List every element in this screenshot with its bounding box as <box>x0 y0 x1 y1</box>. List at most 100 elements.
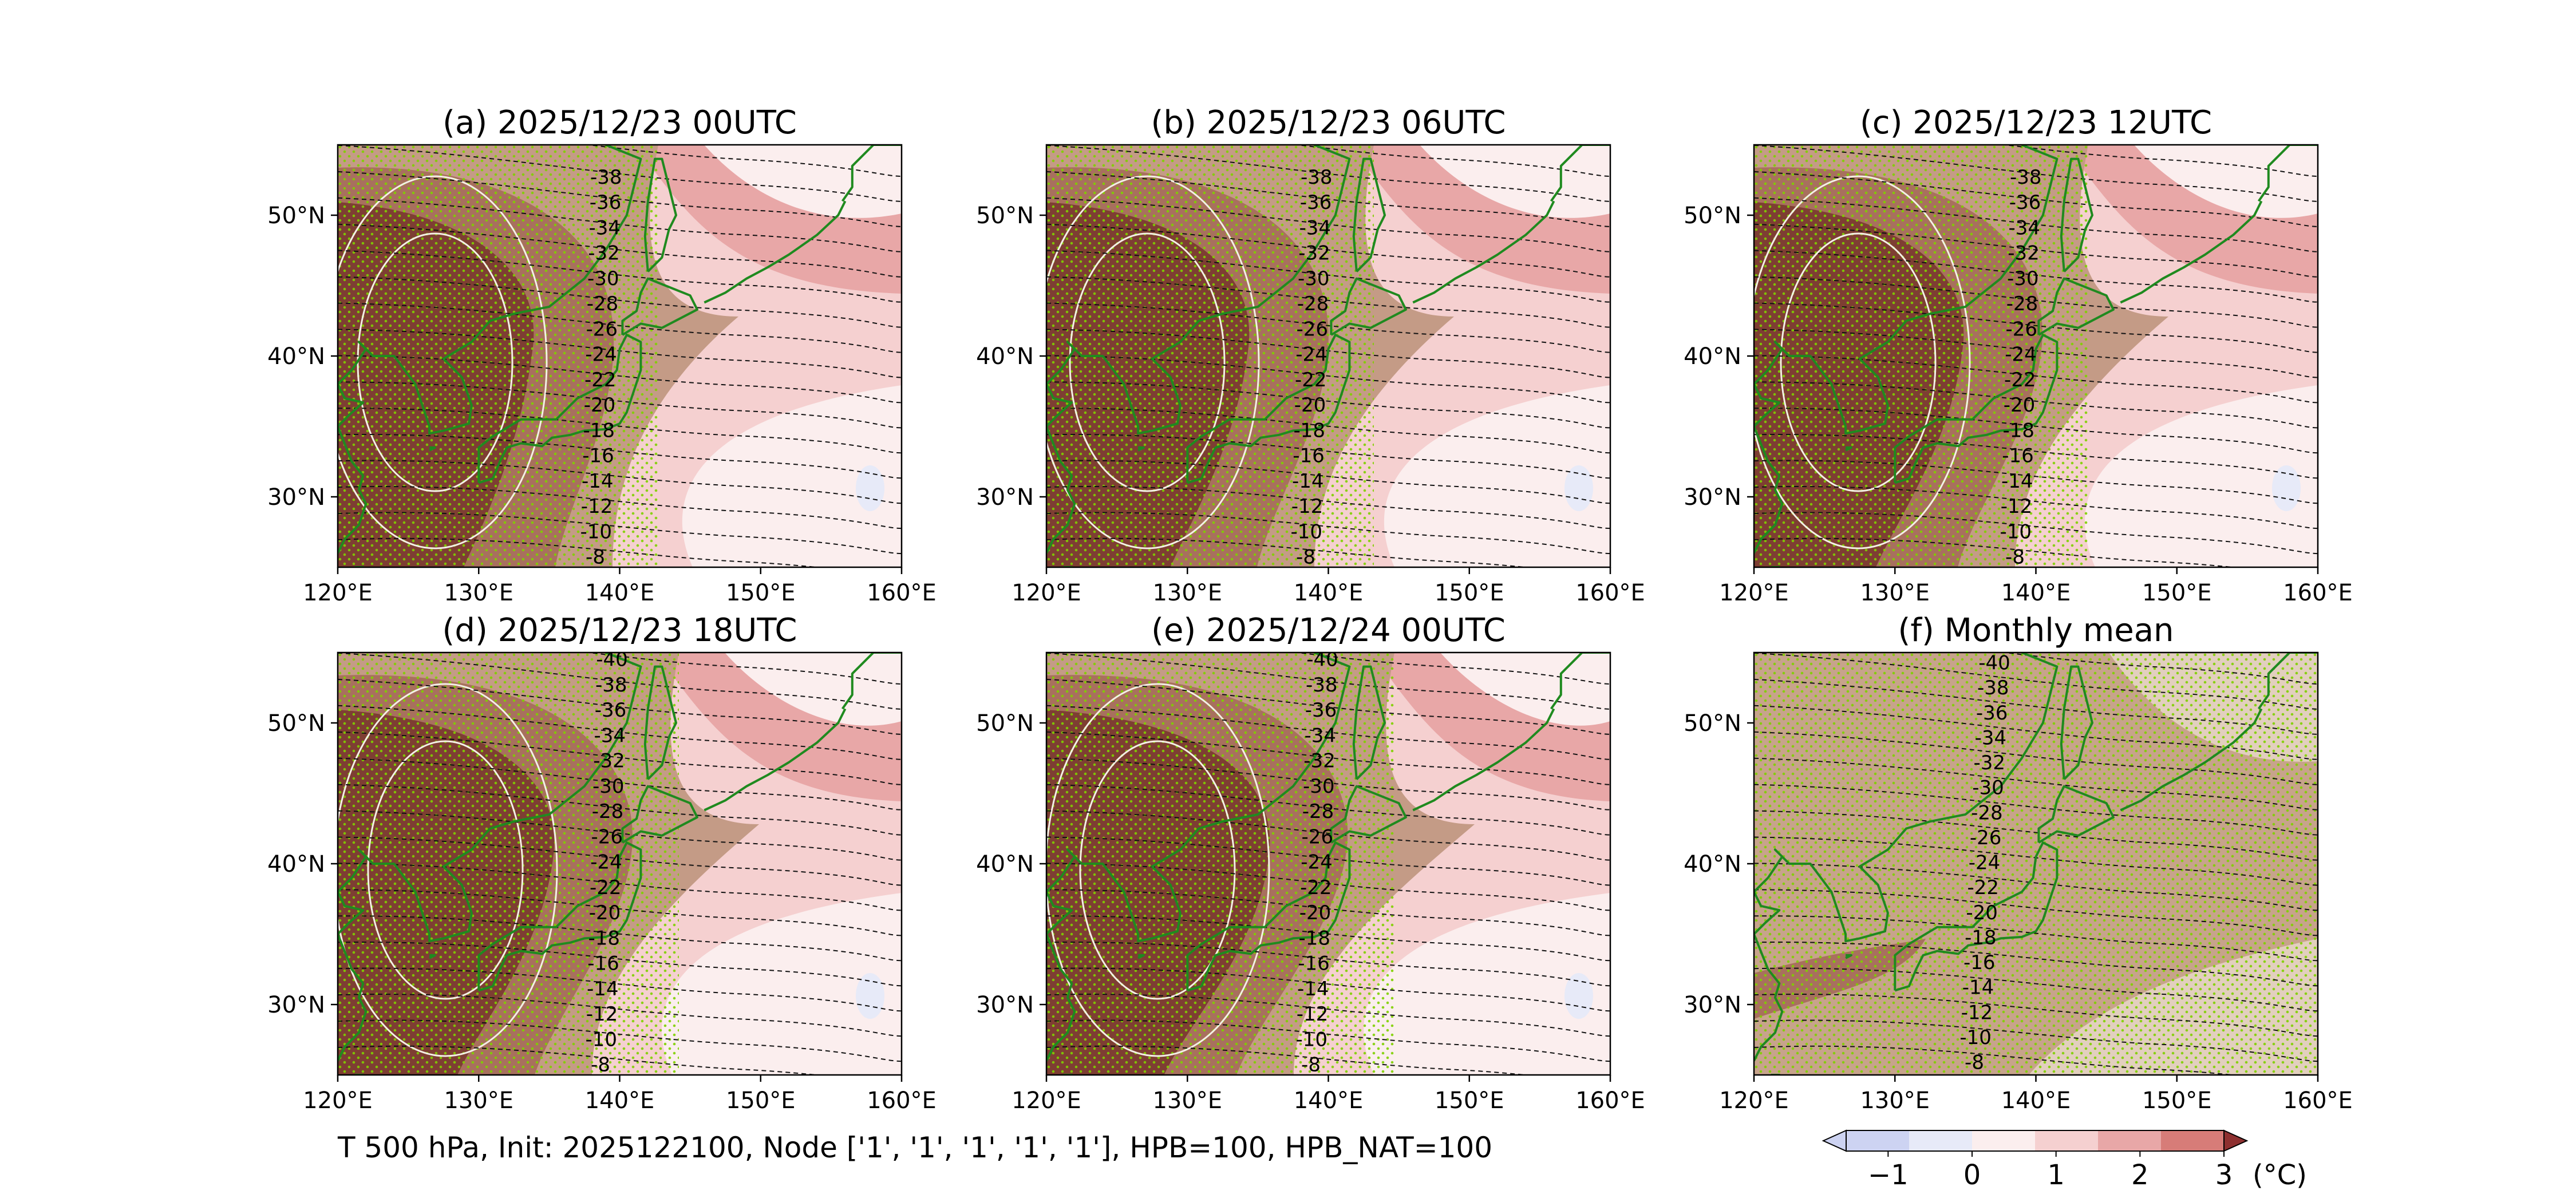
coastline <box>1894 841 2059 992</box>
temperature-contour <box>1046 757 1610 810</box>
temperature-contour <box>1754 810 2318 861</box>
coastline <box>477 841 642 992</box>
contour-label: -34 <box>588 216 621 239</box>
temperature-contour <box>338 678 902 735</box>
temperature-contour <box>338 381 902 429</box>
contour-label: -28 <box>1302 800 1334 823</box>
coastline <box>1767 145 2059 435</box>
temperature-contour <box>338 731 902 785</box>
contour-label: -36 <box>1300 191 1332 214</box>
contour-label: -16 <box>1293 445 1325 468</box>
lon-tick-label: 150°E <box>2142 580 2212 606</box>
lat-tick-label: 40°N <box>267 343 325 370</box>
contour-label: -32 <box>2008 242 2040 265</box>
lon-tick-label: 130°E <box>1860 580 1930 606</box>
temperature-contour <box>1754 994 2318 1037</box>
contour-label: -16 <box>582 445 614 468</box>
temperature-contour <box>1046 512 1610 555</box>
contour-label: -12 <box>1297 1003 1329 1026</box>
contour-label: -30 <box>1303 775 1335 798</box>
contour-label: -26 <box>586 318 618 341</box>
temperature-contour <box>1046 1019 1610 1062</box>
colorbar-tick-label: 2 <box>2131 1159 2149 1191</box>
contour-label: -34 <box>594 724 626 747</box>
lon-tick-label: 130°E <box>1152 1088 1222 1114</box>
contour-label: -10 <box>585 1028 617 1051</box>
contour-label: -16 <box>2002 445 2034 468</box>
coastline <box>1550 145 1610 202</box>
colorbar-tick-label: 0 <box>1963 1159 1981 1191</box>
temperature-contour <box>338 915 902 962</box>
contour-label: -38 <box>595 674 627 697</box>
contour-label: -22 <box>584 369 617 392</box>
temperature-contour <box>338 302 902 353</box>
lon-tick-label: 130°E <box>444 580 513 606</box>
contour-label: -22 <box>1300 876 1332 899</box>
lat-tick-label: 30°N <box>267 484 325 511</box>
temperature-contour <box>1754 653 2318 710</box>
contour-label: -20 <box>1966 902 1998 924</box>
contour-label: -34 <box>1299 216 1331 239</box>
contour-label: -36 <box>2009 191 2041 214</box>
contour-label: -30 <box>2007 267 2039 290</box>
lon-tick-label: 130°E <box>444 1088 513 1114</box>
lat-tick-label: 40°N <box>267 851 325 877</box>
contour-label: -34 <box>1304 724 1336 747</box>
temperature-contour <box>1754 460 2318 504</box>
lat-tick-label: 50°N <box>1684 203 1741 229</box>
temperature-contour <box>338 223 902 278</box>
coastline <box>1186 841 1351 992</box>
temperature-contour <box>338 250 902 303</box>
lon-tick-label: 130°E <box>1860 1088 1930 1114</box>
colorbar-segment <box>1972 1130 2035 1151</box>
lon-tick-label: 140°E <box>1294 1088 1364 1114</box>
contour-label: -14 <box>1962 976 1994 999</box>
contour-label: -14 <box>1292 470 1324 493</box>
map-panel: -38-36-34-32-30-28-26-24-22-20-18-16-14-… <box>1684 104 2353 606</box>
temperature-contour <box>1754 731 2318 785</box>
contour-label: -18 <box>583 419 615 442</box>
contour-label: -18 <box>1293 419 1325 442</box>
map-panel: -38-36-34-32-30-28-26-24-22-20-18-16-14-… <box>267 104 937 606</box>
map-panel: -40 -38-36-34 -32-30-28-26 -24-22 -20 -18-16 -… <box>976 612 1645 1114</box>
temperature-contour <box>1754 915 2318 962</box>
coastline <box>429 446 436 452</box>
lon-tick-label: 120°E <box>303 580 373 606</box>
contour-label: -18 <box>588 927 620 950</box>
contour-label: -14 <box>582 470 614 493</box>
temperature-contour <box>1046 889 1610 936</box>
temperature-contour <box>1754 836 2318 886</box>
temperature-contour <box>1754 942 2318 987</box>
contour-label: -16 <box>1963 951 1996 974</box>
coastline <box>1059 653 1351 943</box>
coastline <box>1754 877 1784 1062</box>
coastline <box>643 157 677 272</box>
contour-label: -24 <box>2005 343 2037 366</box>
contour-label: -20 <box>584 394 616 417</box>
contour-label: -10 <box>2000 520 2032 543</box>
temperature-contour <box>1046 810 1610 861</box>
lon-tick-label: 160°E <box>867 1088 937 1114</box>
contour-label: -34 <box>2008 216 2040 239</box>
temperature-contour <box>338 460 902 504</box>
temperature-contour <box>338 486 902 529</box>
temperature-contour <box>1046 329 1610 378</box>
contour-label: -30 <box>592 775 625 798</box>
contour-label: -24 <box>1969 852 2001 875</box>
coastline <box>1137 954 1145 959</box>
temperature-contour <box>338 967 902 1012</box>
temperature-contour <box>1046 836 1610 886</box>
lon-tick-label: 120°E <box>1012 580 1081 606</box>
temperature-contour <box>1046 250 1610 303</box>
lat-tick-label: 30°N <box>1684 484 1741 511</box>
temperature-contour <box>1754 197 2318 252</box>
lat-tick-label: 50°N <box>1684 710 1741 737</box>
temperature-contour <box>1046 678 1610 735</box>
lon-tick-label: 140°E <box>585 1088 655 1114</box>
contour-label: -28 <box>587 292 619 315</box>
temperature-contour <box>1046 967 1610 1012</box>
coastline <box>2060 157 2093 272</box>
temperature-contour <box>1754 171 2318 227</box>
contour-label: -30 <box>587 267 619 290</box>
temperature-contour <box>1046 381 1610 429</box>
